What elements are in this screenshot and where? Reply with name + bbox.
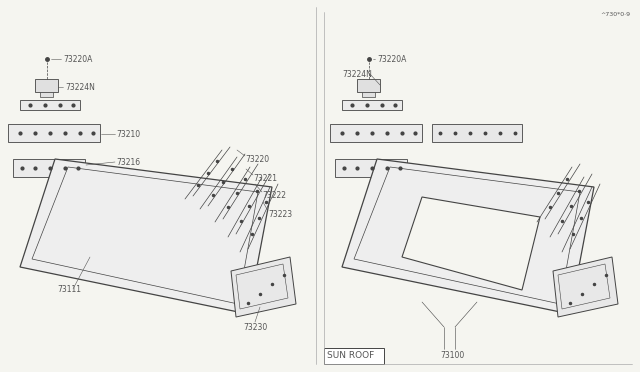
Text: 73223: 73223	[268, 209, 292, 218]
Polygon shape	[35, 79, 58, 92]
Text: 73220A: 73220A	[377, 55, 406, 64]
Text: 73100: 73100	[440, 350, 464, 359]
Text: 73216: 73216	[116, 157, 140, 167]
Polygon shape	[8, 124, 100, 142]
Polygon shape	[231, 257, 296, 317]
FancyBboxPatch shape	[324, 348, 384, 364]
Text: 73111: 73111	[57, 285, 81, 294]
Polygon shape	[330, 124, 422, 142]
Polygon shape	[342, 159, 594, 314]
Polygon shape	[553, 257, 618, 317]
Text: 73224N: 73224N	[342, 70, 372, 78]
Polygon shape	[432, 124, 522, 142]
Polygon shape	[357, 79, 380, 92]
Text: 73221: 73221	[253, 173, 277, 183]
Polygon shape	[402, 197, 540, 290]
Polygon shape	[20, 159, 272, 314]
Text: 73224N: 73224N	[65, 83, 95, 92]
Text: SUN ROOF: SUN ROOF	[327, 350, 374, 359]
Text: 73222: 73222	[262, 190, 286, 199]
Polygon shape	[40, 92, 53, 97]
Text: 73220: 73220	[245, 154, 269, 164]
Text: ^730*0·9: ^730*0·9	[600, 12, 630, 16]
Polygon shape	[342, 100, 402, 110]
Polygon shape	[335, 159, 407, 177]
Polygon shape	[20, 100, 80, 110]
Text: 73230: 73230	[243, 323, 268, 331]
Text: 73220A: 73220A	[63, 55, 92, 64]
Polygon shape	[13, 159, 85, 177]
Text: 73210: 73210	[116, 129, 140, 138]
Polygon shape	[362, 92, 375, 97]
